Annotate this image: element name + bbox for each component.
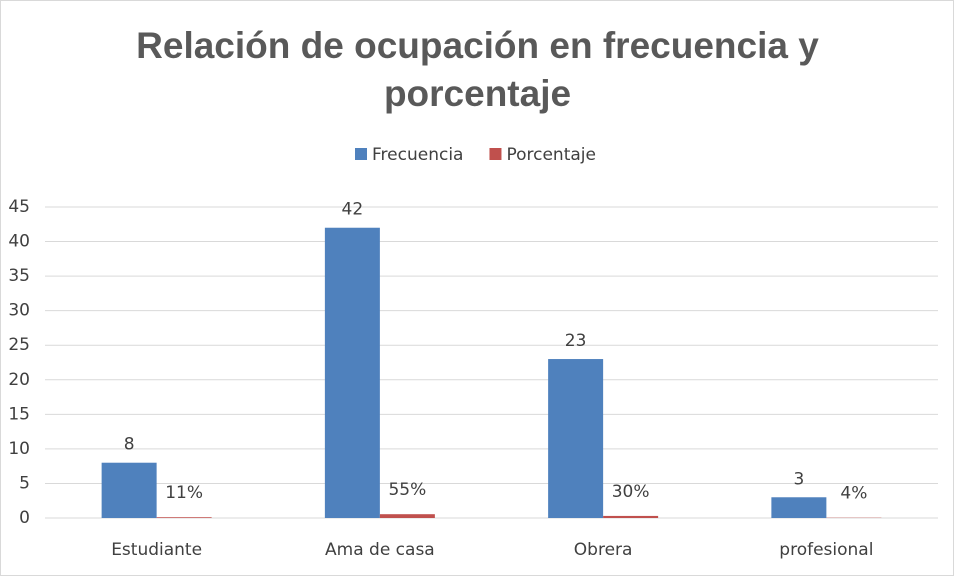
- x-tick-label: Ama de casa: [325, 540, 435, 560]
- data-label: 3: [793, 469, 804, 489]
- x-tick-label: Estudiante: [111, 540, 202, 560]
- y-tick-label: 25: [8, 335, 30, 355]
- bar: [771, 497, 827, 518]
- data-label: 11%: [165, 483, 203, 503]
- bar: [548, 359, 604, 518]
- data-label: 23: [565, 331, 587, 351]
- x-tick-label: profesional: [779, 540, 873, 560]
- y-tick-label: 35: [8, 266, 30, 286]
- y-tick-label: 5: [19, 473, 30, 493]
- legend-swatch: [355, 148, 367, 160]
- legend-swatch: [489, 148, 502, 160]
- y-tick-label: 10: [8, 439, 30, 459]
- data-label: 4%: [840, 484, 867, 504]
- bar: [603, 515, 659, 518]
- data-label: 8: [124, 435, 135, 455]
- y-tick-label: 0: [19, 508, 30, 528]
- bar: [156, 517, 212, 518]
- data-label: 55%: [388, 480, 426, 500]
- legend-label: Frecuencia: [372, 145, 463, 165]
- data-label: 42: [342, 200, 364, 220]
- y-tick-label: 20: [8, 370, 30, 390]
- bar: [324, 227, 380, 518]
- bar: [101, 462, 157, 518]
- y-tick-label: 45: [8, 197, 30, 217]
- bar: [379, 514, 435, 518]
- y-tick-label: 40: [8, 232, 30, 252]
- legend-label: Porcentaje: [506, 145, 596, 165]
- y-tick-label: 30: [8, 301, 30, 321]
- data-label: 30%: [612, 482, 650, 502]
- chart-title: Relación de ocupación en frecuencia y po…: [136, 25, 819, 114]
- y-tick-label: 15: [8, 404, 30, 424]
- x-tick-label: Obrera: [574, 540, 633, 560]
